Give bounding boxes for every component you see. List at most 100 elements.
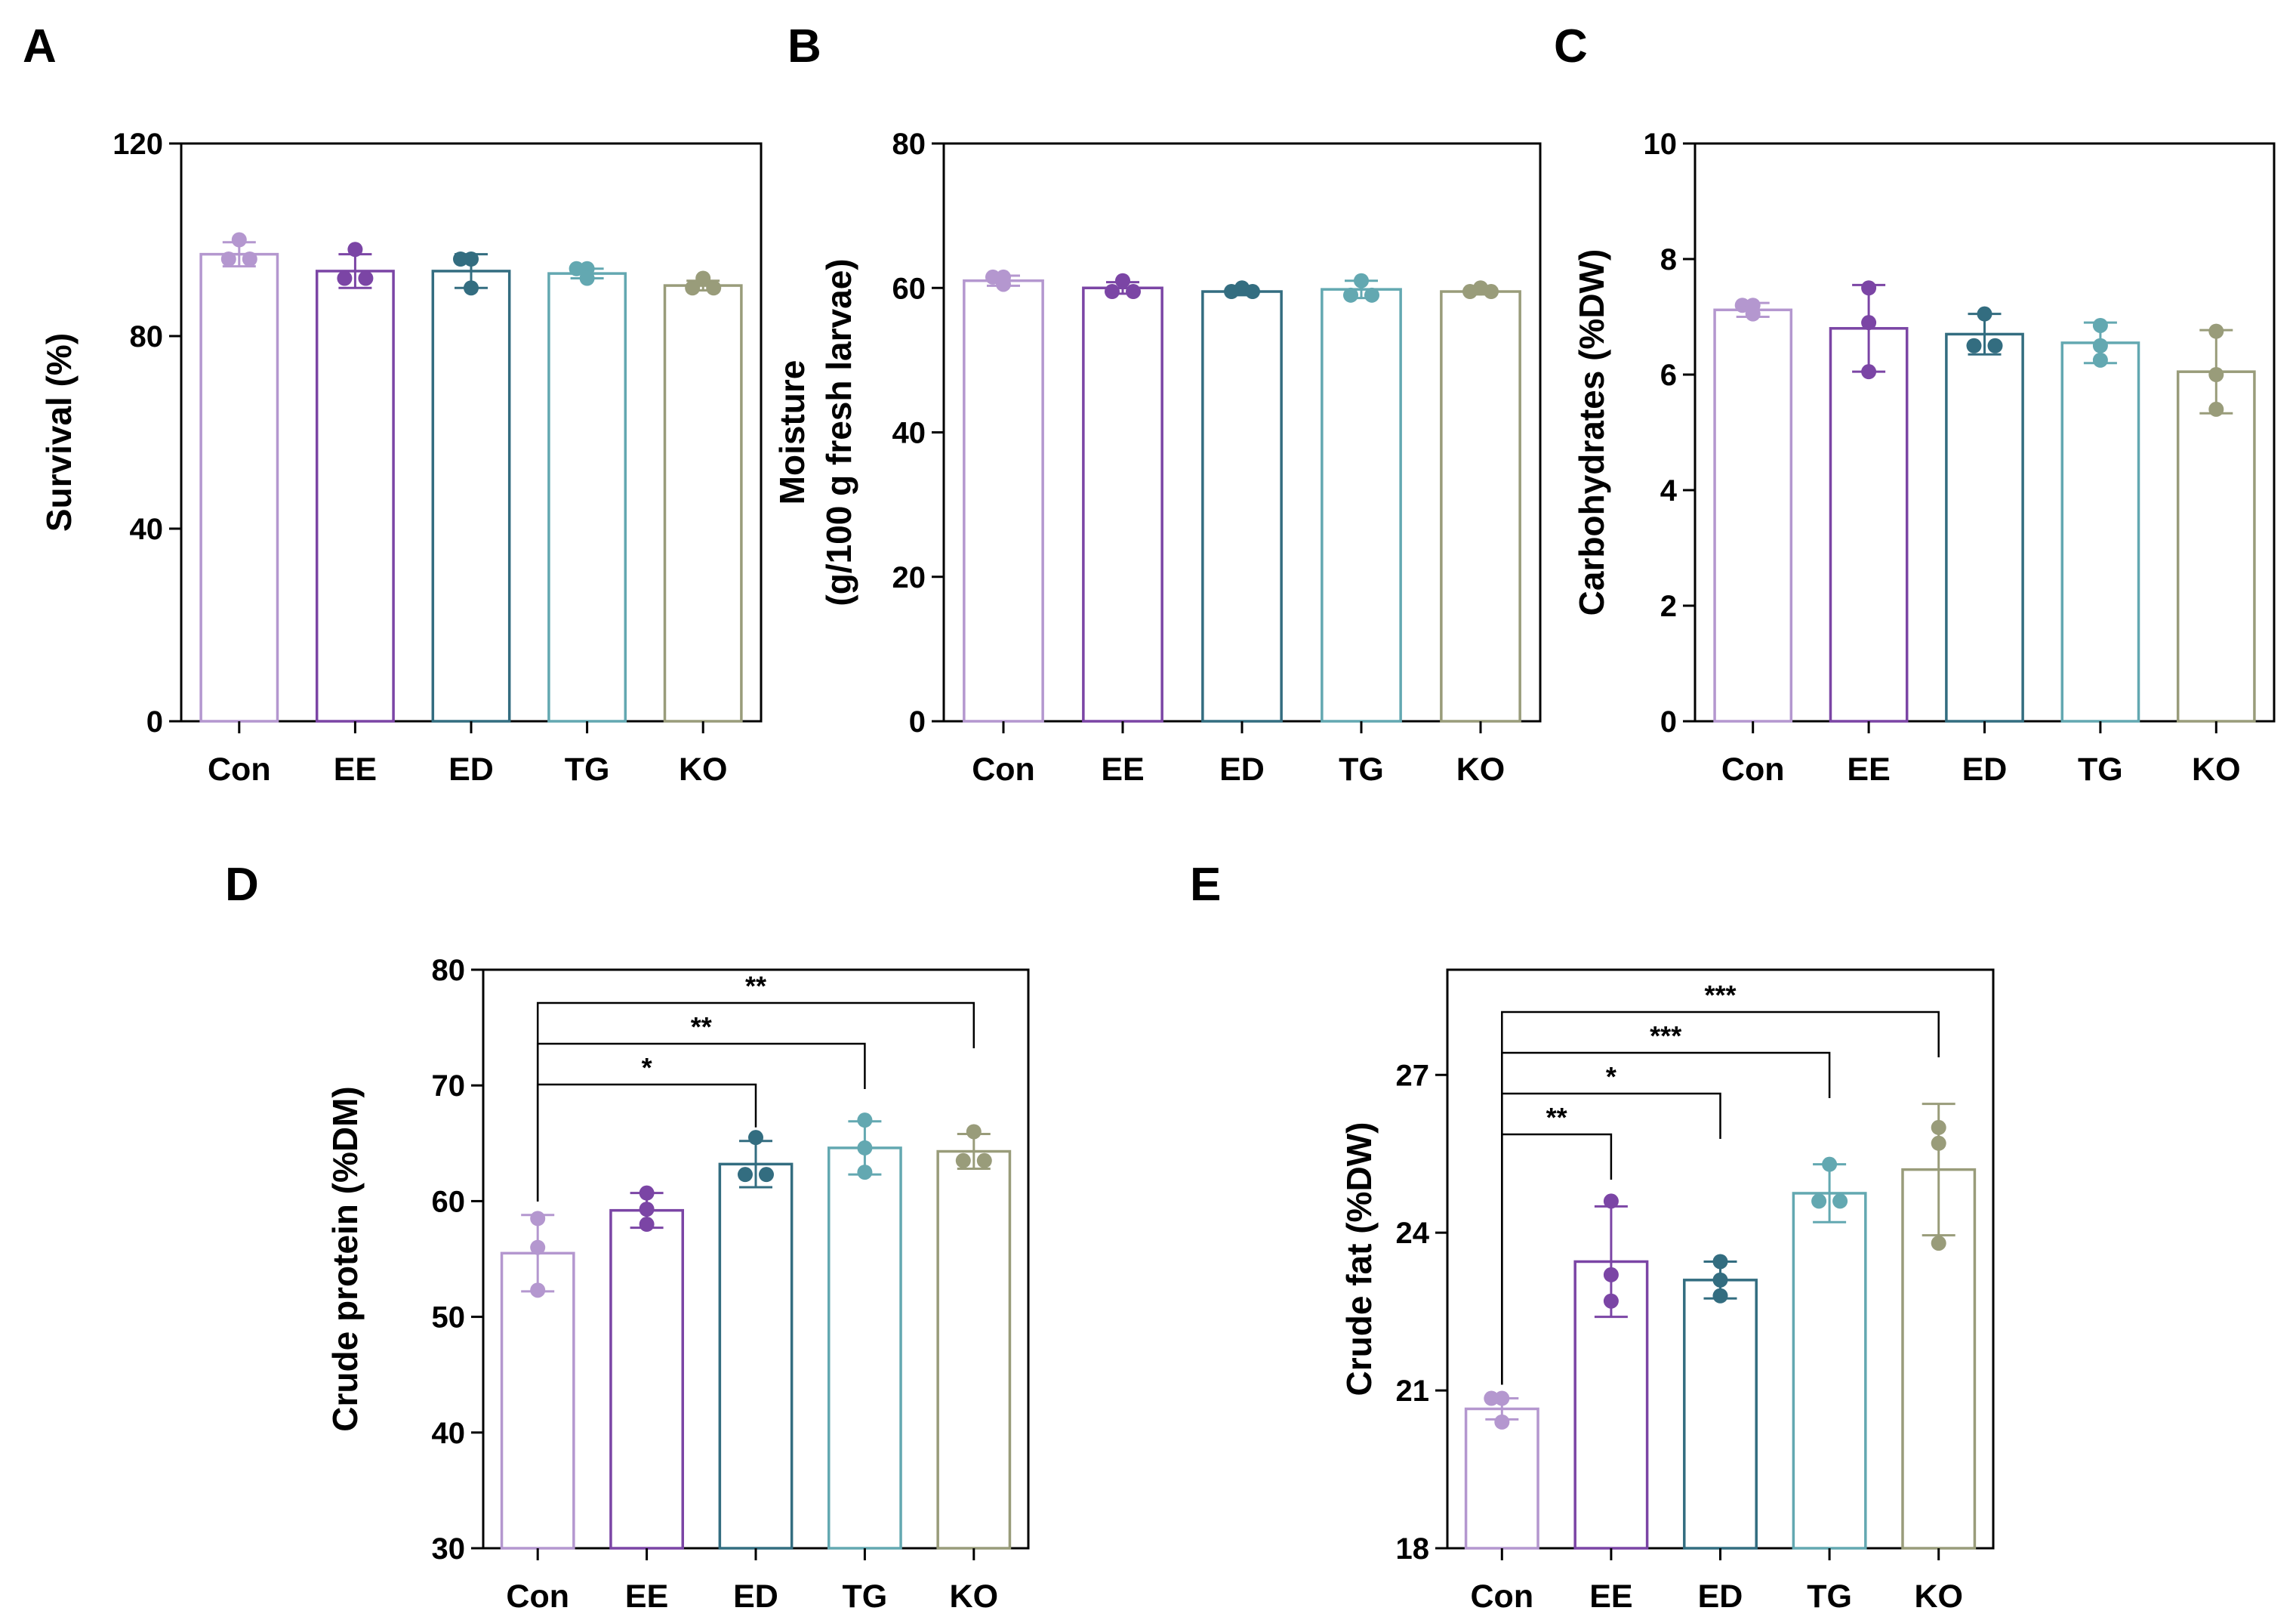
- data-point: [1822, 1156, 1838, 1172]
- bar-ee: [1082, 286, 1163, 723]
- y-tick-label: 18: [1396, 1532, 1430, 1566]
- x-category-label: ED: [733, 1578, 778, 1615]
- bar-ed: [1945, 332, 2024, 723]
- y-tick-label: 30: [432, 1532, 466, 1566]
- y-tick-label: 0: [909, 705, 926, 739]
- y-tick-label: 80: [432, 954, 466, 987]
- data-point: [1712, 1254, 1728, 1270]
- y-tick-label: 40: [892, 417, 926, 450]
- data-point: [976, 1152, 992, 1168]
- data-point: [530, 1282, 546, 1298]
- chart-panel-d: 30 40 50 60 70 80 Crude protein (%DM) Con EE ED TG…: [325, 954, 1030, 1615]
- data-point: [579, 270, 595, 286]
- data-point: [738, 1167, 753, 1183]
- panel-label-c: C: [1554, 20, 1588, 73]
- bar-ko: [936, 1149, 1012, 1550]
- data-point: [1354, 273, 1369, 288]
- data-point: [1745, 306, 1761, 322]
- data-point: [1126, 284, 1141, 300]
- x-category-label: KO: [1456, 751, 1505, 788]
- data-point: [639, 1217, 655, 1233]
- data-point: [2092, 352, 2108, 368]
- bar-tg: [827, 1146, 902, 1550]
- data-point: [2208, 401, 2224, 417]
- data-point: [1462, 284, 1478, 300]
- x-category-label: EE: [625, 1578, 668, 1615]
- x-category-label: TG: [1807, 1578, 1852, 1615]
- data-point: [220, 251, 236, 267]
- x-category-label: Con: [1471, 1578, 1534, 1615]
- data-point: [748, 1130, 763, 1146]
- panel-label-e: E: [1190, 859, 1221, 911]
- y-tick-label: 60: [892, 272, 926, 305]
- data-point: [857, 1165, 873, 1180]
- data-point: [1931, 1236, 1946, 1251]
- data-point: [337, 270, 353, 286]
- data-point: [464, 280, 479, 296]
- data-point: [1364, 287, 1379, 303]
- data-point: [1712, 1272, 1728, 1288]
- y-tick-label: 40: [130, 513, 164, 546]
- y-tick-label: 40: [432, 1417, 466, 1450]
- x-category-label: Con: [1721, 751, 1785, 788]
- x-category-label: KO: [679, 751, 728, 788]
- y-tick-label: 80: [892, 128, 926, 161]
- data-point: [242, 251, 257, 267]
- x-category-label: ED: [1219, 751, 1265, 788]
- y-tick-label: 6: [1660, 359, 1677, 392]
- data-point: [530, 1239, 546, 1255]
- bar-ed: [1201, 290, 1283, 723]
- y-axis-title: Survival (%): [39, 333, 79, 532]
- data-point: [1603, 1293, 1619, 1309]
- y-tick-label: 50: [432, 1301, 466, 1335]
- significance-label: **: [691, 1011, 712, 1042]
- y-tick-label: 21: [1396, 1375, 1430, 1408]
- y-tick-label: 80: [130, 320, 164, 353]
- plot-frame: [180, 142, 763, 723]
- x-category-label: TG: [565, 751, 610, 788]
- x-category-label: TG: [1339, 751, 1384, 788]
- panel-label-a: A: [23, 20, 57, 73]
- data-point: [1931, 1119, 1946, 1135]
- data-point: [2092, 317, 2108, 333]
- y-tick-label: 4: [1660, 474, 1678, 508]
- bar-ko: [2176, 370, 2256, 723]
- y-tick-label: 10: [1644, 128, 1678, 161]
- bar-tg: [2060, 341, 2140, 723]
- plot-frame: [482, 968, 1030, 1550]
- y-tick-label: 24: [1396, 1217, 1430, 1250]
- data-point: [639, 1202, 655, 1217]
- significance-bracket: [536, 1001, 975, 1202]
- data-point: [1484, 284, 1499, 300]
- data-point: [857, 1112, 873, 1128]
- data-point: [759, 1167, 774, 1183]
- bar-ee: [609, 1208, 685, 1550]
- y-tick-label: 60: [432, 1185, 466, 1218]
- data-point: [1494, 1414, 1510, 1430]
- data-point: [1712, 1288, 1728, 1304]
- data-point: [1977, 306, 1992, 322]
- y-tick-label: 2: [1660, 590, 1677, 623]
- data-point: [1811, 1193, 1827, 1209]
- chart-panel-b: 0 20 40 60 80 Moisture (g/100 g fresh larvae) C…: [772, 128, 1542, 788]
- data-point: [231, 232, 247, 248]
- data-point: [2208, 367, 2224, 382]
- significance-label: **: [1546, 1102, 1567, 1133]
- bar-con: [1713, 308, 1793, 723]
- y-axis-title: Carbohydrates (%DW): [1572, 249, 1611, 616]
- x-category-label: EE: [1847, 751, 1890, 788]
- bar-con: [1464, 1407, 1539, 1550]
- y-tick-label: 0: [146, 705, 163, 739]
- y-tick-label: 70: [432, 1069, 466, 1103]
- data-point: [639, 1185, 655, 1201]
- significance-label: ***: [1704, 980, 1736, 1011]
- data-point: [685, 280, 701, 296]
- significance-bracket: [536, 1083, 757, 1202]
- data-point: [966, 1124, 982, 1140]
- data-point: [1861, 280, 1877, 296]
- data-point: [1603, 1267, 1619, 1282]
- significance-bracket: [1501, 1133, 1613, 1385]
- y-tick-label: 8: [1660, 243, 1677, 276]
- x-category-label: TG: [2078, 751, 2123, 788]
